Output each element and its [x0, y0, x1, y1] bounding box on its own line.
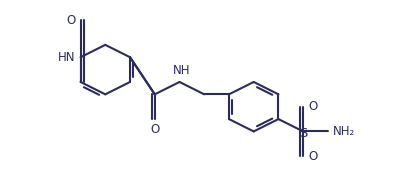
Text: O: O [150, 123, 159, 136]
Text: HN: HN [58, 51, 75, 64]
Text: O: O [309, 100, 318, 113]
Text: NH: NH [173, 64, 190, 77]
Text: NH₂: NH₂ [333, 125, 356, 138]
Text: O: O [66, 14, 75, 27]
Text: O: O [309, 150, 318, 163]
Text: S: S [299, 127, 307, 140]
